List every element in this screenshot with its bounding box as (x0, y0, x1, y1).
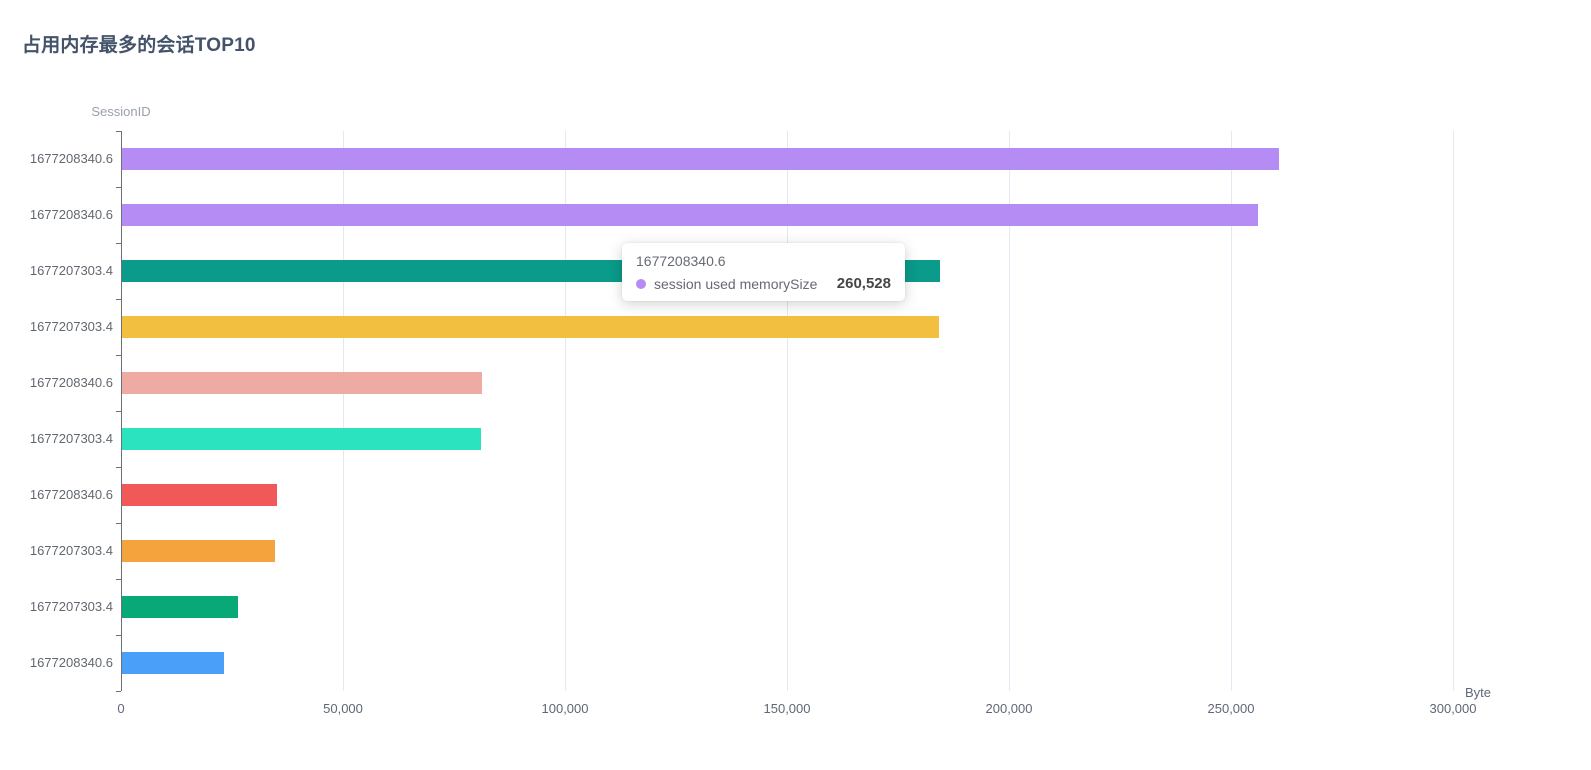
y-axis-tick (116, 243, 121, 244)
x-axis-label: 0 (117, 701, 125, 716)
y-axis-name: SessionID (91, 104, 151, 119)
y-axis-label: 1677208340.6 (29, 207, 113, 222)
bar-1677207303.4-rank4[interactable] (122, 316, 939, 338)
y-axis-label: 1677207303.4 (29, 319, 113, 334)
x-axis-label: 300,000 (1429, 701, 1477, 716)
y-axis-tick (116, 467, 121, 468)
chart-title: 占用内存最多的会话TOP10 (22, 35, 256, 56)
x-axis-label: 150,000 (763, 701, 811, 716)
tooltip: 1677208340.6 session used memorySize 260… (622, 243, 905, 301)
y-axis-tick (116, 635, 121, 636)
series-marker-icon (636, 278, 646, 289)
y-axis-label: 1677207303.4 (29, 431, 113, 446)
bar-1677207303.4-rank6[interactable] (122, 428, 482, 450)
x-axis-label: 250,000 (1207, 701, 1255, 716)
gridline (787, 131, 788, 691)
y-axis-tick (116, 131, 121, 132)
tooltip-series-label: session used memorySize (654, 275, 818, 292)
x-axis-name: Byte (1465, 685, 1492, 700)
gridline (343, 131, 344, 691)
gridline (1009, 131, 1010, 691)
x-axis-label: 50,000 (323, 701, 363, 716)
y-axis-tick (116, 187, 121, 188)
gridline (1231, 131, 1232, 691)
y-axis-label: 1677207303.4 (29, 263, 113, 278)
y-axis-label: 1677208340.6 (29, 487, 113, 502)
bar-1677208340.6-rank1[interactable] (122, 148, 1279, 170)
y-axis-label: 1677207303.4 (29, 543, 113, 558)
bar-1677208340.6-rank7[interactable] (122, 484, 277, 506)
tooltip-title: 1677208340.6 (636, 253, 726, 269)
y-axis-line (121, 131, 122, 691)
x-axis-label: 100,000 (541, 701, 589, 716)
bar-1677208340.6-rank10[interactable] (122, 652, 224, 674)
bar-1677208340.6-rank5[interactable] (122, 372, 483, 394)
y-axis-label: 1677207303.4 (29, 599, 113, 614)
tooltip-value: 260,528 (836, 275, 891, 292)
bar-1677207303.4-rank9[interactable] (122, 596, 239, 618)
tooltip-row: session used memorySize 260,528 (636, 275, 891, 292)
y-axis-tick (116, 411, 121, 412)
x-axis-label: 200,000 (985, 701, 1033, 716)
y-axis-tick (116, 299, 121, 300)
y-axis-label: 1677208340.6 (29, 151, 113, 166)
bar-1677207303.4-rank8[interactable] (122, 540, 275, 562)
y-axis-tick (116, 355, 121, 356)
y-axis-label: 1677208340.6 (29, 655, 113, 670)
y-axis-tick (116, 579, 121, 580)
gridline (1453, 131, 1454, 691)
y-axis-tick (116, 691, 121, 692)
y-axis-label: 1677208340.6 (29, 375, 113, 390)
gridline (565, 131, 566, 691)
y-axis-tick (116, 523, 121, 524)
bar-1677208340.6-rank2[interactable] (122, 204, 1258, 226)
plot-area (116, 131, 1454, 692)
